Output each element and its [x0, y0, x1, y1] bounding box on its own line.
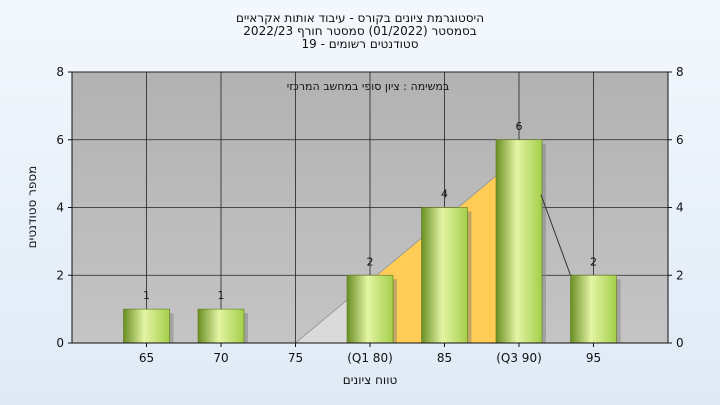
y-tick-label-left: 0: [56, 336, 64, 350]
y-tick-label-left: 2: [56, 268, 64, 282]
bars: [123, 139, 621, 344]
quartile-edge: [295, 156, 520, 344]
x-tick-label: 85: [437, 351, 452, 365]
data-label: 1: [218, 289, 225, 302]
data-label: 2: [367, 255, 374, 268]
x-tick-label: (Q3 90): [496, 351, 542, 365]
x-axis-title: טווח ציונים: [343, 373, 398, 387]
bar: [123, 308, 170, 344]
y-tick-label-right: 2: [676, 268, 684, 282]
bar: [495, 139, 543, 344]
y-tick-label-right: 0: [676, 336, 684, 350]
y-tick-label-left: 6: [56, 133, 64, 147]
title-line-1: היסטוגרמת ציונים בקורס - עיבוד אותות אקר…: [236, 11, 484, 25]
bar: [570, 274, 617, 344]
x-tick-label: (Q1 80): [347, 351, 393, 365]
x-tick-label: 70: [213, 351, 228, 365]
title-line-2: בסמסטר (01/2022) סמסטר חורף 2022/23: [243, 24, 476, 38]
title-line-3: סטודנטים רשומים - 19: [301, 37, 418, 51]
bar: [346, 274, 394, 344]
data-label: 2: [590, 255, 597, 268]
y-tick-label-left: 8: [56, 65, 64, 79]
data-label: 1: [143, 289, 150, 302]
y-tick-label-right: 6: [676, 133, 684, 147]
data-label: 6: [516, 120, 523, 133]
x-tick-label: 75: [288, 351, 303, 365]
y-tick-label-left: 4: [56, 201, 64, 215]
x-tick-label: 95: [586, 351, 601, 365]
y-tick-label-right: 8: [676, 65, 684, 79]
chart-annotation: במשימה : ציון סופי במחשב המרכזי: [287, 80, 450, 93]
chart-title: היסטוגרמת ציונים בקורס - עיבוד אותות אקר…: [236, 11, 484, 51]
axes: 0 0 2 2 4 4 6 6 8 8 65 70 75 (Q1 80) 85 (Q3 90) 95: [56, 65, 683, 365]
bar: [421, 207, 468, 344]
y-axis-title: מספר סטודנטים: [25, 166, 39, 249]
data-label: 4: [441, 188, 448, 201]
bar: [197, 308, 245, 344]
trend-line: [540, 194, 571, 276]
x-tick-label: 65: [139, 351, 154, 365]
data-labels: 1 1 2 4 6 2: [143, 120, 597, 302]
y-tick-label-right: 4: [676, 201, 684, 215]
